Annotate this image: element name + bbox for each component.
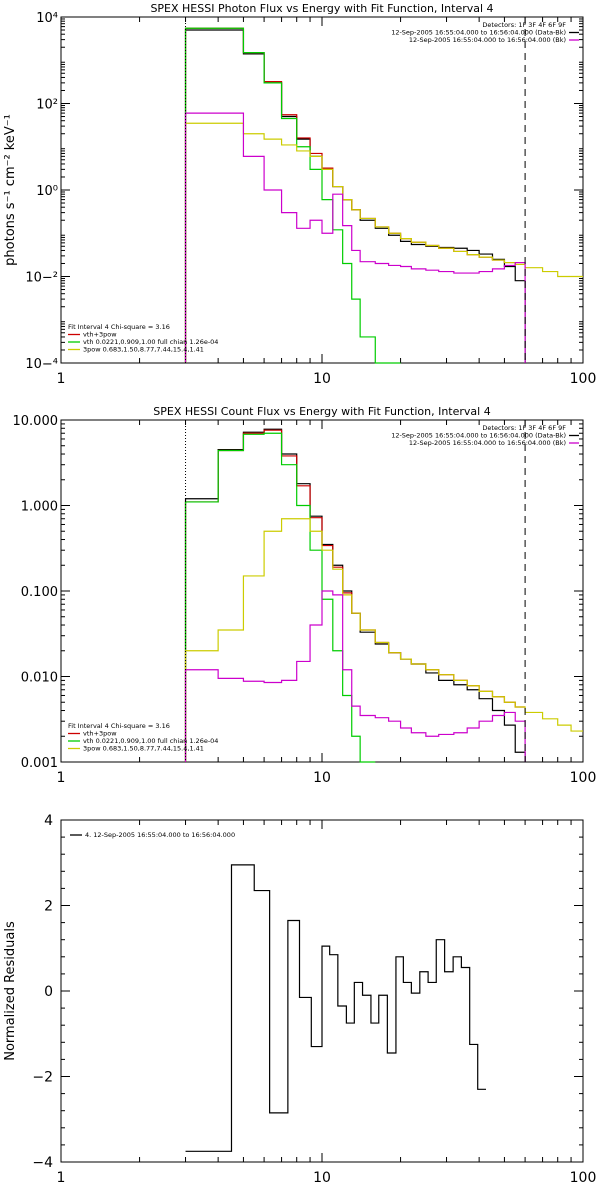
y-tick-label: 2 — [44, 899, 53, 915]
x-tick-label: 10 — [313, 371, 331, 387]
legend-entry: Detectors: 1F 3F 4F 6F 9F — [482, 21, 566, 29]
x-tick-label: 1 — [57, 770, 66, 786]
series-vth-3pow-line — [184, 429, 526, 762]
chart-panel-2: SPEX HESSI Count Flux vs Energy with Fit… — [13, 405, 597, 786]
chart-title: SPEX HESSI Photon Flux vs Energy with Fi… — [150, 2, 493, 15]
chart-panel-3: Normalized Residuals 1 10 100 −4 −2 0 2 4 4. 12-S… — [3, 813, 596, 1186]
legend-entry: vth 0.0221,0.909,1.00 full chian 1.26e-0… — [83, 338, 218, 346]
y-axis-label: photons s⁻¹ cm⁻² keV⁻¹ — [3, 114, 18, 266]
legend-entry: Detectors: 1F 3F 4F 6F 9F — [482, 424, 566, 432]
y-tick-label: 10² — [36, 98, 58, 113]
x-tick-label: 10 — [313, 1170, 331, 1186]
y-tick-label: −4 — [32, 1155, 53, 1171]
legend-entry: vth+3pow — [83, 331, 117, 339]
series-3pow-line — [184, 122, 583, 363]
series-vth-line — [184, 432, 376, 763]
y-tick-label: 0.010 — [21, 671, 58, 686]
x-tick-label: 1 — [57, 371, 66, 387]
y-tick-label: 1.000 — [21, 500, 58, 515]
x-tick-label: 100 — [570, 371, 597, 387]
chart-panel-1: SPEX HESSI Photon Flux vs Energy with Fi… — [3, 2, 596, 387]
y-tick-label: 10⁰ — [36, 184, 58, 199]
series-group — [185, 864, 487, 1152]
series-3pow-line — [184, 518, 583, 762]
series-vth-line — [184, 27, 401, 364]
series-data-bk-line — [184, 29, 526, 363]
series-bk-line — [184, 590, 526, 762]
legend-entry: Fit Interval 4 Chi-square = 3.16 — [68, 323, 170, 331]
series-residuals-line — [185, 864, 487, 1152]
y-tick-label: −2 — [32, 1070, 53, 1086]
y-tick-label: 4 — [44, 813, 53, 829]
legend-entry: 12-Sep-2005 16:55:04.000 to 16:56:04.000… — [409, 439, 566, 447]
legend-entry: 4. 12-Sep-2005 16:55:04.000 to 16:56:04.… — [85, 831, 235, 839]
legend-entry: 3pow 0.683,1.50,8.77,7.44,15.4,1.41 — [83, 745, 204, 753]
x-ticks — [60, 820, 572, 1162]
y-ticks — [61, 819, 583, 1163]
series-data-bk-line — [184, 428, 526, 762]
legend-entry: vth+3pow — [83, 730, 117, 738]
legend-entry: vth 0.0221,0.909,1.00 full chian 1.26e-0… — [83, 737, 218, 745]
y-axis-label: Normalized Residuals — [3, 921, 18, 1061]
y-ticks — [61, 419, 583, 763]
legend-entry: 12-Sep-2005 16:55:04.000 to 16:56:04.000… — [391, 432, 566, 440]
series-vth-3pow-line — [184, 27, 526, 363]
x-ticks — [60, 17, 572, 363]
x-tick-label: 10 — [313, 770, 331, 786]
legend-entry: 3pow 0.683,1.50,8.77,7.44,15.4,1.41 — [83, 346, 204, 354]
y-tick-label: 0.100 — [21, 585, 58, 600]
series-group — [184, 428, 583, 763]
legend-entry: 12-Sep-2005 16:55:04.000 to 16:56:04.000… — [409, 36, 566, 44]
y-tick-label: 10.000 — [13, 414, 59, 429]
y-ticks — [61, 16, 583, 364]
x-tick-label: 100 — [570, 770, 597, 786]
series-group — [184, 27, 583, 364]
series-bk-line — [184, 112, 526, 363]
x-tick-label: 100 — [570, 1170, 597, 1186]
legend-entry: 12-Sep-2005 16:55:04.000 to 16:56:04.000… — [391, 29, 566, 37]
chart-title: SPEX HESSI Count Flux vs Energy with Fit… — [153, 405, 490, 418]
y-tick-label: 0.001 — [21, 756, 58, 771]
y-tick-label: 10⁴ — [36, 11, 58, 26]
y-tick-label: 0 — [44, 984, 53, 1000]
legend-entry: Fit Interval 4 Chi-square = 3.16 — [68, 722, 170, 730]
y-tick-label: 10−² — [25, 271, 58, 286]
x-tick-label: 1 — [57, 1170, 66, 1186]
y-tick-label: 10−⁴ — [25, 357, 58, 372]
